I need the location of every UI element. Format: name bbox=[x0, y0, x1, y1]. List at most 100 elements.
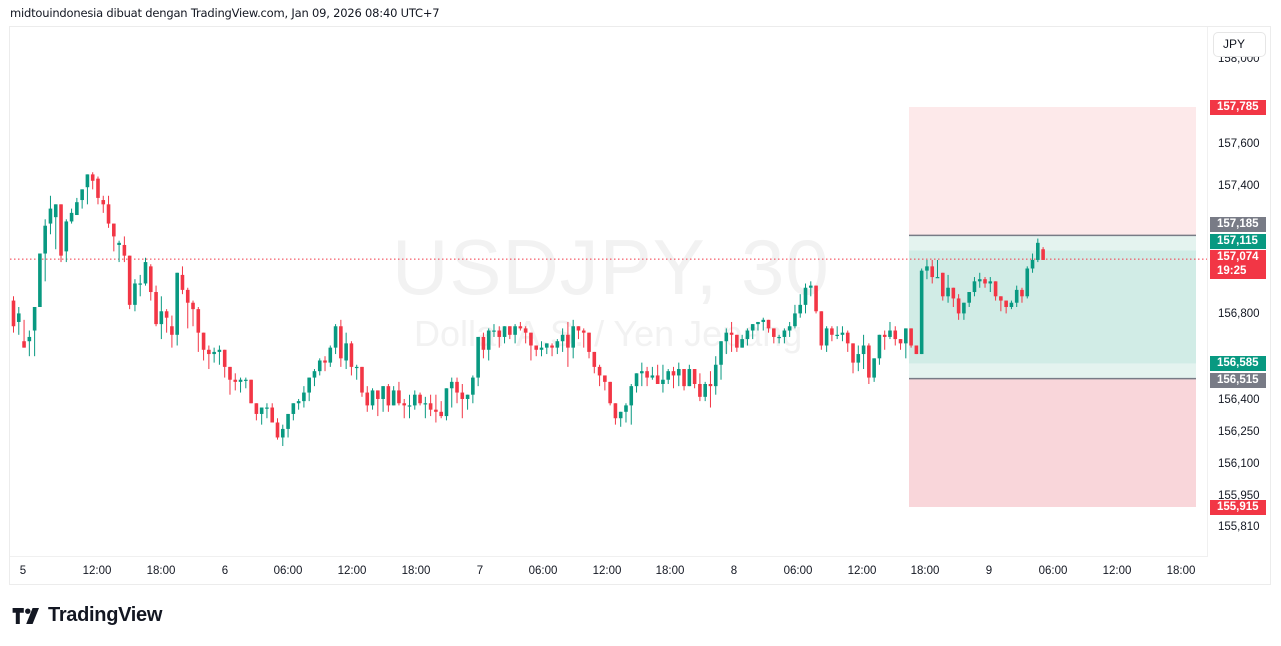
candle bbox=[386, 384, 391, 412]
candle bbox=[993, 281, 998, 301]
candle bbox=[444, 388, 449, 421]
candle bbox=[735, 334, 739, 352]
candle bbox=[856, 345, 861, 372]
candle bbox=[302, 386, 306, 408]
candle bbox=[581, 328, 586, 348]
candle bbox=[465, 394, 470, 410]
candle bbox=[397, 381, 401, 406]
candle bbox=[872, 358, 876, 382]
candle bbox=[587, 332, 591, 359]
candle bbox=[244, 377, 248, 389]
candle bbox=[956, 294, 961, 320]
tradingview-logo-text: TradingView bbox=[48, 604, 163, 626]
candle bbox=[228, 366, 232, 395]
candle bbox=[80, 189, 84, 209]
candle bbox=[830, 326, 834, 342]
candle bbox=[766, 319, 771, 333]
time-axis-label: 5 bbox=[19, 565, 27, 577]
time-axis-label: 06:00 bbox=[783, 565, 813, 577]
candle bbox=[175, 272, 179, 346]
candle bbox=[539, 341, 544, 357]
currency-button[interactable]: JPY bbox=[1213, 32, 1266, 57]
candle bbox=[53, 204, 58, 250]
time-axis-label: 12:00 bbox=[847, 565, 877, 577]
candle bbox=[159, 296, 164, 340]
time-axis-divider bbox=[10, 556, 1207, 557]
candle bbox=[185, 287, 190, 329]
candle bbox=[645, 366, 649, 387]
candle bbox=[1036, 238, 1040, 263]
candle bbox=[164, 309, 169, 333]
candle bbox=[391, 386, 396, 406]
candle bbox=[333, 324, 338, 355]
time-axis-label: 6 bbox=[221, 565, 229, 577]
candle bbox=[624, 403, 628, 423]
candle bbox=[713, 356, 718, 395]
candle bbox=[555, 339, 560, 355]
candle bbox=[32, 306, 37, 357]
candle bbox=[793, 304, 797, 329]
candle bbox=[259, 407, 264, 425]
candle bbox=[935, 259, 940, 279]
stop-loss-zone bbox=[909, 378, 1196, 507]
candle bbox=[523, 326, 528, 344]
candle bbox=[703, 381, 707, 402]
time-axis-label: 18:00 bbox=[146, 565, 176, 577]
price-axis-label: 157,600 bbox=[1218, 138, 1260, 150]
candle bbox=[518, 321, 523, 331]
candle bbox=[529, 332, 533, 361]
candle bbox=[988, 277, 993, 293]
candle bbox=[940, 272, 945, 301]
price-axis-label: 156,800 bbox=[1218, 308, 1260, 320]
candle bbox=[154, 285, 158, 327]
candle bbox=[877, 334, 882, 365]
candle bbox=[661, 364, 665, 393]
candle bbox=[16, 306, 21, 335]
candle bbox=[1030, 253, 1035, 273]
candle bbox=[808, 281, 813, 297]
candle bbox=[280, 424, 285, 447]
candle bbox=[1025, 266, 1030, 299]
candle bbox=[513, 324, 517, 344]
price-tag: 156,515 bbox=[1210, 372, 1266, 388]
price-tag: 157,115 bbox=[1210, 233, 1266, 249]
candle bbox=[412, 390, 417, 410]
candle bbox=[798, 294, 803, 318]
candle bbox=[455, 377, 459, 404]
candle bbox=[835, 326, 839, 340]
candle bbox=[861, 334, 866, 370]
candle bbox=[756, 321, 760, 331]
candle bbox=[946, 274, 950, 303]
price-tag: 19:25 bbox=[1210, 263, 1266, 279]
candle bbox=[787, 321, 792, 337]
candle bbox=[460, 384, 465, 419]
time-axis-label: 18:00 bbox=[1166, 565, 1196, 577]
candle bbox=[893, 326, 898, 346]
time-axis-label: 12:00 bbox=[592, 565, 622, 577]
price-tag: 156,585 bbox=[1210, 355, 1266, 371]
candle bbox=[428, 394, 433, 417]
candle bbox=[603, 375, 607, 391]
price-axis-label: 157,400 bbox=[1218, 180, 1260, 192]
candle bbox=[201, 332, 206, 361]
candle bbox=[143, 257, 148, 286]
candle bbox=[824, 326, 829, 352]
candle bbox=[640, 362, 644, 387]
candle bbox=[634, 373, 639, 393]
candle bbox=[275, 418, 280, 440]
candle bbox=[407, 394, 412, 419]
candle bbox=[486, 328, 491, 361]
candle bbox=[180, 266, 185, 295]
candle bbox=[148, 264, 153, 301]
candle bbox=[317, 358, 322, 376]
candle bbox=[207, 345, 211, 370]
candle bbox=[222, 349, 227, 378]
candle bbox=[1020, 287, 1024, 303]
candle bbox=[867, 343, 871, 385]
price-tag: 157,074 bbox=[1210, 249, 1266, 265]
candle bbox=[777, 334, 781, 344]
candle bbox=[840, 326, 845, 342]
candle bbox=[112, 223, 116, 252]
candle bbox=[745, 328, 750, 346]
